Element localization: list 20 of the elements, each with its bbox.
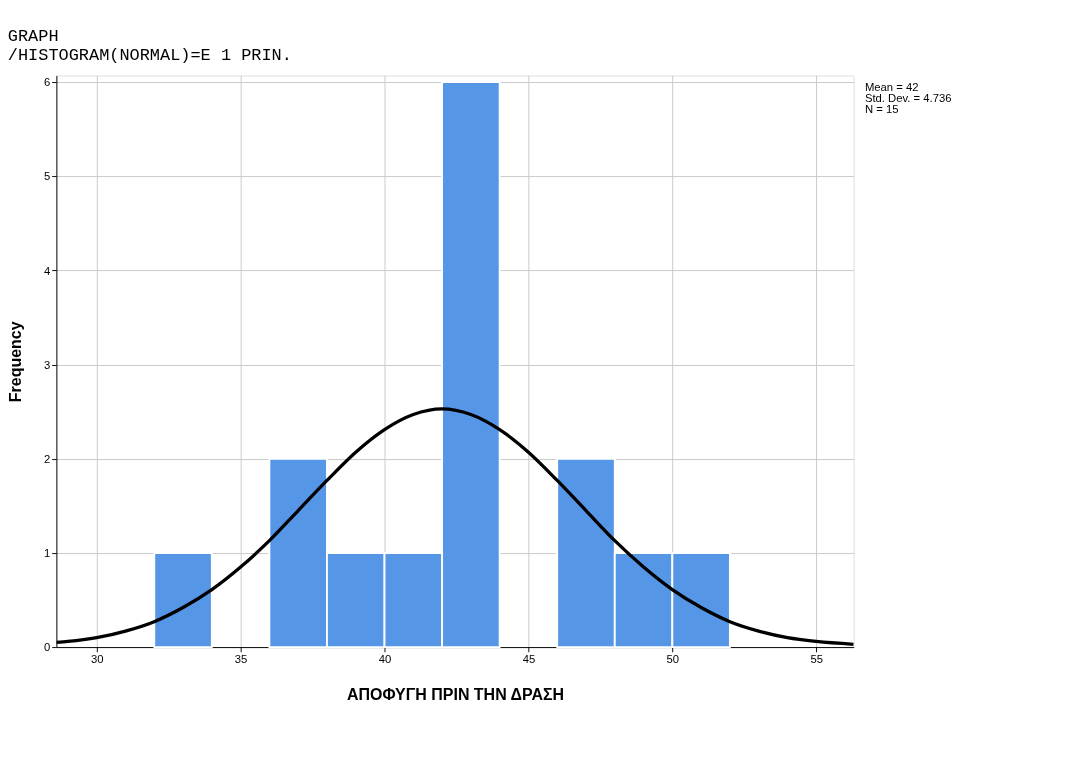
x-tick-label: 45 — [522, 652, 536, 665]
x-axis-title: ΑΠΟΦΥΓΗ ΠΡΙΝ ΤΗΝ ΔΡΑΣΗ — [346, 686, 565, 704]
y-tick-label: 3 — [44, 358, 51, 371]
y-tick-label: 6 — [44, 76, 51, 89]
y-tick-label: 5 — [44, 170, 51, 183]
y-axis-title: Frequency — [7, 321, 25, 403]
text: Std. Dev. = 4.736 — [864, 91, 952, 104]
chart-title: GRAPH — [7, 26, 59, 46]
text: N = 15 — [864, 103, 899, 116]
y-tick-label: 1 — [44, 547, 51, 560]
x-tick-label: 50 — [666, 652, 680, 665]
y-tick-label: 4 — [44, 264, 51, 277]
chart-subtitle: /HISTOGRAM(NORMAL)=E 1 PRIN. — [7, 46, 292, 66]
x-tick-label: 30 — [90, 652, 104, 665]
y-tick-label: 0 — [44, 641, 51, 654]
text: Mean = 42 — [864, 80, 919, 93]
x-tick-label: 35 — [234, 652, 248, 665]
y-tick-label: 2 — [44, 453, 51, 465]
x-tick-label: 40 — [378, 652, 392, 665]
x-tick-label: 55 — [810, 652, 823, 665]
